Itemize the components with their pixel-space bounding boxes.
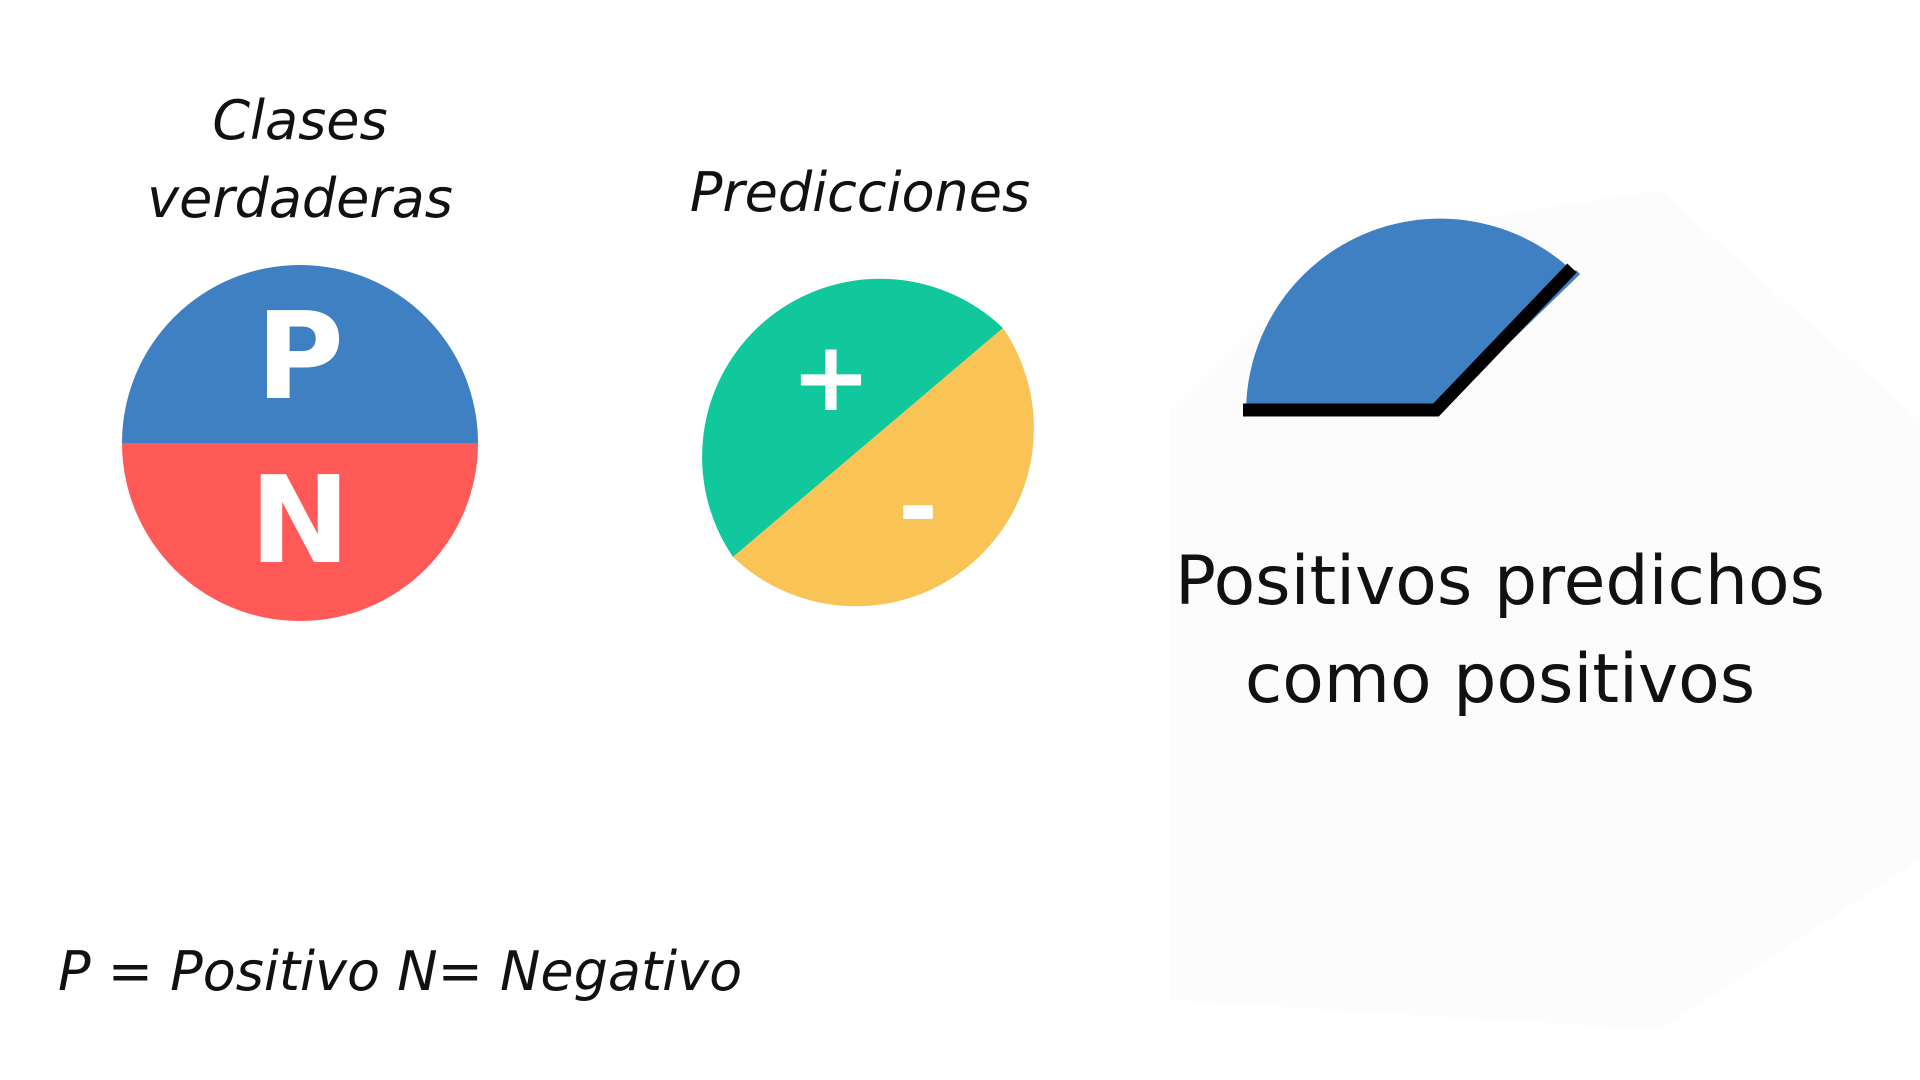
true-classes-title-line2: verdaderas [147, 167, 453, 230]
result-caption-line2: como positivos [1244, 640, 1756, 719]
positive-prediction-region [702, 278, 1003, 557]
negative-class-half [122, 443, 478, 621]
predictions-circle: + - [702, 278, 1034, 607]
true-classes-circle: P N [122, 265, 478, 621]
legend-text: P = Positivo N= Negativo [58, 940, 743, 1003]
true-positive-wedge [1243, 218, 1581, 417]
predictions-title: Predicciones [689, 161, 1031, 224]
true-positive-sector [1246, 218, 1567, 410]
positive-class-half [122, 265, 478, 443]
positive-class-letter: P [256, 288, 344, 427]
negative-class-letter: N [250, 452, 350, 591]
result-caption: Positivos predichos como positivos [1150, 533, 1850, 729]
wedge-outline [1243, 263, 1577, 417]
result-caption-line1: Positivos predichos [1175, 542, 1825, 621]
negative-prediction-symbol: - [898, 451, 938, 563]
negative-prediction-region [733, 328, 1034, 607]
true-classes-title-line1: Clases [212, 89, 388, 152]
true-classes-title: Clases verdaderas [120, 82, 480, 238]
positive-prediction-symbol: + [791, 321, 871, 433]
